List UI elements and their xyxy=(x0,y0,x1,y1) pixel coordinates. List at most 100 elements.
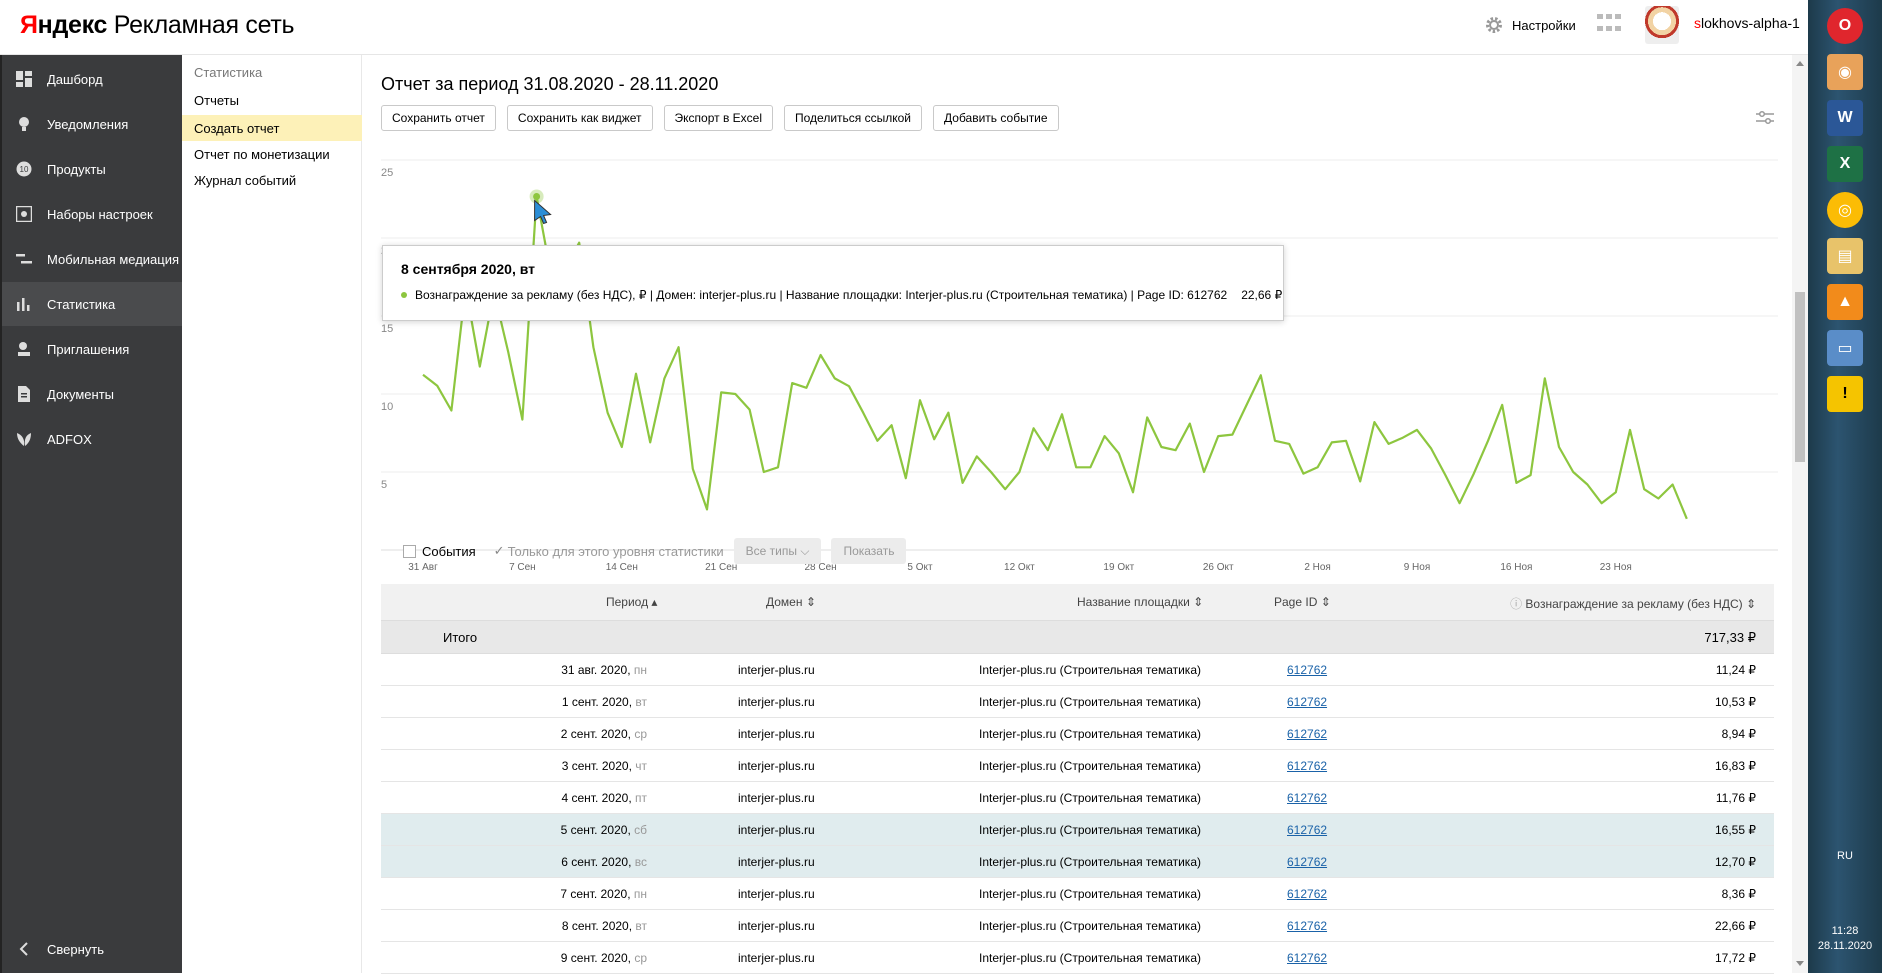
report-table: Период ▴ Домен ⇕ Название площадки ⇕ Pag… xyxy=(381,584,1774,974)
help-icon[interactable]: ⓘ xyxy=(1510,597,1523,611)
submenu-item-reports[interactable]: Отчеты xyxy=(194,92,239,108)
filter-settings-icon[interactable] xyxy=(1756,110,1774,126)
clock-date: 28.11.2020 xyxy=(1817,940,1873,952)
events-checkbox[interactable] xyxy=(403,544,416,558)
sidebar-item-statistics[interactable]: Статистика xyxy=(2,282,182,326)
main-content: Отчет за период 31.08.2020 - 28.11.2020 … xyxy=(363,55,1793,974)
cell-page-id-link[interactable]: 612762 xyxy=(1287,759,1328,773)
sidebar-item-label: Документы xyxy=(47,386,115,402)
eye-app-icon[interactable]: ◉ xyxy=(1827,54,1863,90)
folder-icon[interactable]: ▤ xyxy=(1827,238,1863,274)
chrome-icon[interactable]: ◎ xyxy=(1827,192,1863,228)
vertical-scrollbar[interactable] xyxy=(1792,55,1808,973)
col-domain-header[interactable]: Домен ⇕ xyxy=(766,595,816,609)
sidebar-item-invites[interactable]: Приглашения xyxy=(2,327,182,371)
sidebar-item-label: Продукты xyxy=(47,161,106,177)
share-link-button[interactable]: Поделиться ссылкой xyxy=(784,105,923,131)
clock-time: 11:28 xyxy=(1831,925,1859,937)
scroll-down-arrow-icon[interactable] xyxy=(1796,961,1804,966)
logo-product: Рекламная сеть xyxy=(113,11,295,39)
col-period-header[interactable]: Период ▴ xyxy=(606,595,658,609)
top-header: Яндекс Рекламная сеть Настройки slokhovs… xyxy=(0,0,1808,55)
cell-site: Interjer-plus.ru (Строительная тематика) xyxy=(978,695,1201,709)
scroll-up-arrow-icon[interactable] xyxy=(1796,61,1804,66)
cell-page-id-link[interactable]: 612762 xyxy=(1287,855,1328,869)
col-pageid-header[interactable]: Page ID ⇕ xyxy=(1274,595,1331,609)
col-site-header[interactable]: Название площадки ⇕ xyxy=(1077,595,1204,609)
cell-period: 31 авг. 2020, пн xyxy=(561,663,647,677)
table-row: 9 сент. 2020, ср interjer-plus.ru Interjer… xyxy=(381,942,1774,974)
save-widget-button[interactable]: Сохранить как виджет xyxy=(506,105,653,131)
sidebar-item-settings-sets[interactable]: Наборы настроек xyxy=(2,192,182,236)
sidebar-collapse-button[interactable]: Свернуть xyxy=(2,927,182,971)
x-tick-label: 12 Окт xyxy=(1004,562,1035,573)
opera-icon[interactable]: O xyxy=(1827,8,1863,44)
network-app-icon[interactable]: ▭ xyxy=(1827,330,1863,366)
sidebar-item-adfox[interactable]: ADFOX xyxy=(2,417,182,461)
cell-domain: interjer-plus.ru xyxy=(738,695,815,709)
sidebar-item-notifications[interactable]: Уведомления xyxy=(2,102,182,146)
scroll-thumb[interactable] xyxy=(1795,292,1805,462)
cell-reward: 11,76 ₽ xyxy=(1715,791,1756,805)
word-icon[interactable]: W xyxy=(1827,100,1863,136)
save-report-button[interactable]: Сохранить отчет xyxy=(381,105,496,131)
cell-site: Interjer-plus.ru (Строительная тематика) xyxy=(978,823,1201,837)
vlc-icon[interactable]: ▲ xyxy=(1827,284,1863,320)
products-icon: 10 xyxy=(15,160,33,178)
avatar[interactable] xyxy=(1645,6,1679,44)
cell-page-id-link[interactable]: 612762 xyxy=(1287,791,1328,805)
x-tick-label: 26 Окт xyxy=(1203,562,1234,573)
cell-page-id-link[interactable]: 612762 xyxy=(1287,727,1328,741)
dashboard-icon xyxy=(15,70,33,88)
x-tick-label: 5 Окт xyxy=(907,562,933,573)
excel-icon[interactable]: X xyxy=(1827,146,1863,182)
x-tick-label: 21 Сен xyxy=(705,562,737,573)
add-event-button[interactable]: Добавить событие xyxy=(933,105,1059,131)
cell-period: 3 сент. 2020, чт xyxy=(561,759,647,773)
sidebar-item-mediation[interactable]: Мобильная медиация xyxy=(2,237,182,281)
apps-grid-icon[interactable] xyxy=(1597,14,1621,34)
username[interactable]: slokhovs-alpha-1 xyxy=(1694,15,1800,31)
cell-site: Interjer-plus.ru (Строительная тематика) xyxy=(978,759,1201,773)
y-tick-label: 5 xyxy=(381,479,387,491)
bulb-icon xyxy=(15,115,33,133)
submenu-item-event-log[interactable]: Журнал событий xyxy=(194,172,297,188)
export-excel-button[interactable]: Экспорт в Excel xyxy=(663,105,774,131)
level-check-icon[interactable]: ✓ xyxy=(493,543,505,558)
sidebar-item-products[interactable]: 10 Продукты xyxy=(2,147,182,191)
cell-site: Interjer-plus.ru (Строительная тематика) xyxy=(978,663,1201,677)
cell-page-id-link[interactable]: 612762 xyxy=(1287,823,1328,837)
yandex-logo[interactable]: Яндекс Рекламная сеть xyxy=(20,10,295,40)
cell-reward: 10,53 ₽ xyxy=(1715,695,1756,709)
cell-domain: interjer-plus.ru xyxy=(738,919,815,933)
warning-icon[interactable]: ! xyxy=(1827,376,1863,412)
submenu-item-monetization[interactable]: Отчет по монетизации xyxy=(194,146,330,162)
cell-domain: interjer-plus.ru xyxy=(738,855,815,869)
sidebar-item-label: Приглашения xyxy=(47,341,130,357)
sidebar-item-label: Наборы настроек xyxy=(47,206,153,222)
language-indicator[interactable]: RU xyxy=(1837,850,1853,862)
invite-icon xyxy=(15,340,33,358)
tooltip-date: 8 сентября 2020, вт xyxy=(401,261,536,277)
x-tick-label: 16 Ноя xyxy=(1500,562,1532,573)
table-row: 31 авг. 2020, пн interjer-plus.ru Interjer… xyxy=(381,654,1774,686)
cell-page-id-link[interactable]: 612762 xyxy=(1287,887,1328,901)
cell-page-id-link[interactable]: 612762 xyxy=(1287,663,1328,677)
cell-domain: interjer-plus.ru xyxy=(738,663,815,677)
event-types-dropdown[interactable]: Все типы ⌵ xyxy=(733,538,822,564)
table-row: 4 сент. 2020, пт interjer-plus.ru Interjer… xyxy=(381,782,1774,814)
clock[interactable]: 11:28 28.11.2020 xyxy=(1808,924,1882,954)
settings-link[interactable]: Настройки xyxy=(1484,14,1576,36)
x-tick-label: 19 Окт xyxy=(1103,562,1134,573)
col-reward-header[interactable]: ⓘ Вознаграждение за рекламу (без НДС) ⇕ xyxy=(1510,597,1756,611)
cell-page-id-link[interactable]: 612762 xyxy=(1287,695,1328,709)
sidebar-item-documents[interactable]: Документы xyxy=(2,372,182,416)
submenu-item-create-report[interactable]: Создать отчет xyxy=(182,115,362,141)
sidebar-item-dashboard[interactable]: Дашборд xyxy=(2,57,182,101)
cell-page-id-link[interactable]: 612762 xyxy=(1287,951,1328,965)
cell-page-id-link[interactable]: 612762 xyxy=(1287,919,1328,933)
show-events-button[interactable]: Показать xyxy=(831,538,907,564)
cell-domain: interjer-plus.ru xyxy=(738,727,815,741)
